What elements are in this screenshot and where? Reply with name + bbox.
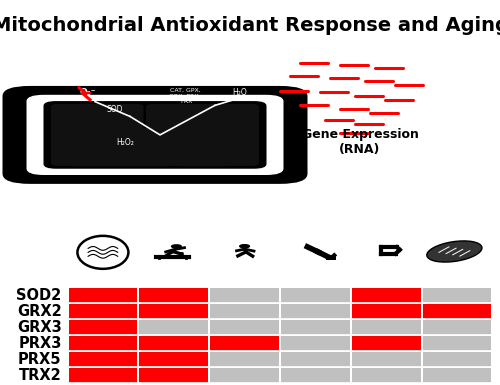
Circle shape bbox=[172, 245, 181, 248]
Text: Mitochondrial Antioxidant Response and Aging: Mitochondrial Antioxidant Response and A… bbox=[0, 16, 500, 35]
Text: PRX3: PRX3 bbox=[18, 336, 62, 351]
FancyBboxPatch shape bbox=[281, 304, 350, 319]
Text: H₂O: H₂O bbox=[232, 88, 248, 97]
FancyBboxPatch shape bbox=[422, 288, 492, 303]
FancyBboxPatch shape bbox=[51, 104, 144, 166]
FancyBboxPatch shape bbox=[352, 304, 420, 319]
FancyBboxPatch shape bbox=[352, 336, 420, 351]
FancyBboxPatch shape bbox=[2, 86, 308, 184]
FancyBboxPatch shape bbox=[140, 352, 208, 367]
FancyBboxPatch shape bbox=[68, 368, 138, 383]
Text: PRX5: PRX5 bbox=[18, 352, 62, 367]
FancyBboxPatch shape bbox=[281, 320, 350, 335]
FancyBboxPatch shape bbox=[281, 352, 350, 367]
FancyBboxPatch shape bbox=[422, 304, 492, 319]
FancyBboxPatch shape bbox=[422, 336, 492, 351]
FancyBboxPatch shape bbox=[68, 304, 138, 319]
Text: SOD2: SOD2 bbox=[16, 288, 62, 303]
Text: CAT, GPX,
GRX, PRX,
 TRX: CAT, GPX, GRX, PRX, TRX bbox=[169, 88, 201, 104]
FancyBboxPatch shape bbox=[210, 336, 279, 351]
FancyBboxPatch shape bbox=[352, 352, 420, 367]
FancyBboxPatch shape bbox=[140, 288, 208, 303]
FancyBboxPatch shape bbox=[281, 368, 350, 383]
FancyBboxPatch shape bbox=[352, 368, 420, 383]
FancyBboxPatch shape bbox=[68, 320, 138, 335]
FancyBboxPatch shape bbox=[422, 368, 492, 383]
Text: SOD: SOD bbox=[106, 105, 123, 114]
FancyBboxPatch shape bbox=[68, 288, 138, 303]
Text: O₂⁻: O₂⁻ bbox=[79, 88, 96, 97]
FancyBboxPatch shape bbox=[68, 352, 138, 367]
FancyBboxPatch shape bbox=[281, 336, 350, 351]
FancyBboxPatch shape bbox=[210, 368, 279, 383]
Text: GRX2: GRX2 bbox=[17, 304, 62, 319]
FancyBboxPatch shape bbox=[352, 288, 420, 303]
FancyBboxPatch shape bbox=[422, 320, 492, 335]
FancyBboxPatch shape bbox=[140, 304, 208, 319]
FancyBboxPatch shape bbox=[114, 128, 176, 166]
FancyBboxPatch shape bbox=[140, 320, 208, 335]
Text: GRX3: GRX3 bbox=[17, 320, 62, 335]
FancyBboxPatch shape bbox=[352, 320, 420, 335]
FancyBboxPatch shape bbox=[210, 320, 279, 335]
FancyBboxPatch shape bbox=[68, 336, 138, 351]
Text: Gene Expression
(RNA): Gene Expression (RNA) bbox=[302, 128, 418, 156]
Ellipse shape bbox=[427, 241, 482, 262]
FancyBboxPatch shape bbox=[210, 352, 279, 367]
FancyBboxPatch shape bbox=[172, 128, 234, 166]
FancyBboxPatch shape bbox=[146, 104, 259, 166]
FancyBboxPatch shape bbox=[422, 352, 492, 367]
FancyBboxPatch shape bbox=[140, 336, 208, 351]
FancyBboxPatch shape bbox=[281, 288, 350, 303]
FancyBboxPatch shape bbox=[44, 101, 266, 169]
FancyBboxPatch shape bbox=[210, 288, 279, 303]
FancyBboxPatch shape bbox=[66, 128, 128, 166]
FancyBboxPatch shape bbox=[140, 368, 208, 383]
Text: TRX2: TRX2 bbox=[19, 368, 61, 383]
Circle shape bbox=[240, 245, 250, 248]
FancyBboxPatch shape bbox=[26, 95, 283, 175]
FancyBboxPatch shape bbox=[210, 304, 279, 319]
Text: H₂O₂: H₂O₂ bbox=[116, 138, 134, 147]
